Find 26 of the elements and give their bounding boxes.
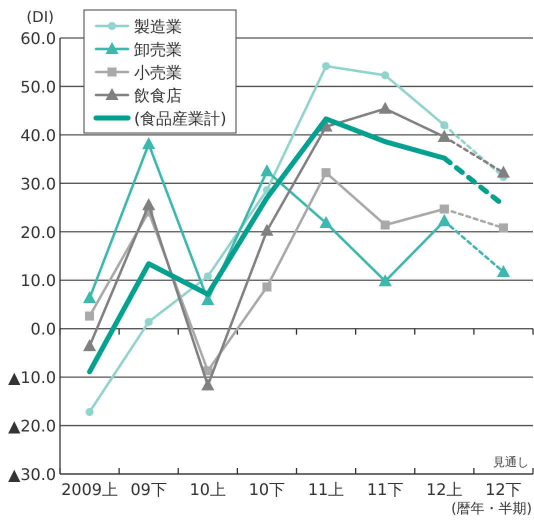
legend-label: 卸売業 xyxy=(134,40,182,59)
x-tick-label: 11下 xyxy=(367,480,404,499)
y-tick-label: ▲20.0 xyxy=(8,416,56,436)
y-tick-label: 20.0 xyxy=(20,222,56,242)
x-tick-label: 09下 xyxy=(130,480,167,499)
y-tick-label: ▲10.0 xyxy=(8,368,56,388)
y-tick-label: 0.0 xyxy=(30,320,56,339)
annotation: 見通し xyxy=(493,455,529,469)
legend-label: (食品産業計) xyxy=(134,109,226,128)
y-tick-label: 40.0 xyxy=(20,126,56,145)
y-tick-label: ▲30.0 xyxy=(8,465,56,484)
y-tick-label: 30.0 xyxy=(20,174,56,194)
x-tick-label: 10上 xyxy=(190,480,226,499)
x-axis-title: (暦年・半期) xyxy=(451,501,532,517)
y-tick-label: 50.0 xyxy=(20,77,56,96)
y-tick-label: 60.0 xyxy=(20,29,56,48)
y-tick-label: 10.0 xyxy=(20,271,56,290)
legend-label: 製造業 xyxy=(134,17,182,36)
y-axis-title: (DI) xyxy=(26,8,54,26)
x-tick-label: 11上 xyxy=(308,480,344,499)
legend-label: 飲食店 xyxy=(134,86,182,105)
x-tick-label: 2009上 xyxy=(61,480,118,499)
x-tick-label: 10下 xyxy=(248,480,286,499)
x-tick-label: 12下 xyxy=(485,480,522,499)
x-tick-label: 12上 xyxy=(426,480,462,499)
legend-label: 小売業 xyxy=(134,63,182,82)
